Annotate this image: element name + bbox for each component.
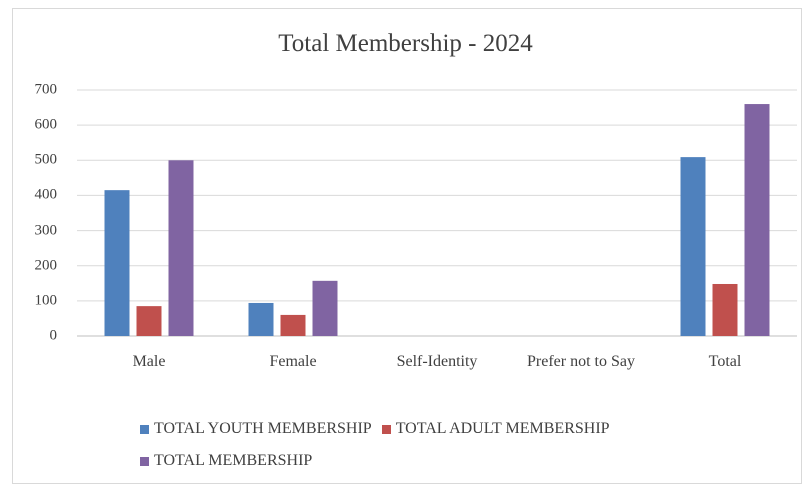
legend-item: TOTAL YOUTH MEMBERSHIP [140,420,372,438]
bar [680,157,706,336]
bar [104,190,130,336]
x-tick-label: Total [708,353,742,370]
x-tick-label: Female [269,353,317,370]
legend-label: TOTAL YOUTH MEMBERSHIP [154,420,372,437]
bar [136,306,162,336]
x-tick-label: Male [132,353,166,370]
y-tick-label: 0 [49,327,58,344]
y-tick-label: 400 [34,186,58,203]
chart-title: Total Membership - 2024 [278,30,533,57]
x-tick-label: Self-Identity [396,353,478,370]
bar [712,283,738,336]
legend-swatch [140,456,149,466]
y-tick-label: 500 [34,151,58,168]
bar [280,314,306,336]
y-tick-label: 100 [34,292,58,309]
x-tick-label: Prefer not to Say [527,353,635,370]
legend-swatch [140,424,149,434]
y-tick-label: 700 [34,81,58,98]
chart-frame [12,8,802,484]
y-tick-label: 300 [34,222,58,239]
y-tick-label: 200 [34,257,58,274]
legend-swatch [381,424,391,434]
legend-label: TOTAL MEMBERSHIP [154,452,313,469]
bar [248,302,274,336]
y-tick-label: 600 [34,116,58,133]
legend: TOTAL YOUTH MEMBERSHIP TOTAL ADULT MEMBER… [140,420,710,470]
bar [312,280,338,336]
legend-item: TOTAL ADULT MEMBERSHIP [381,420,610,438]
bar [744,104,770,336]
legend-label: TOTAL ADULT MEMBERSHIP [395,420,610,437]
bar [168,160,194,336]
legend-item: TOTAL MEMBERSHIP [140,452,312,470]
